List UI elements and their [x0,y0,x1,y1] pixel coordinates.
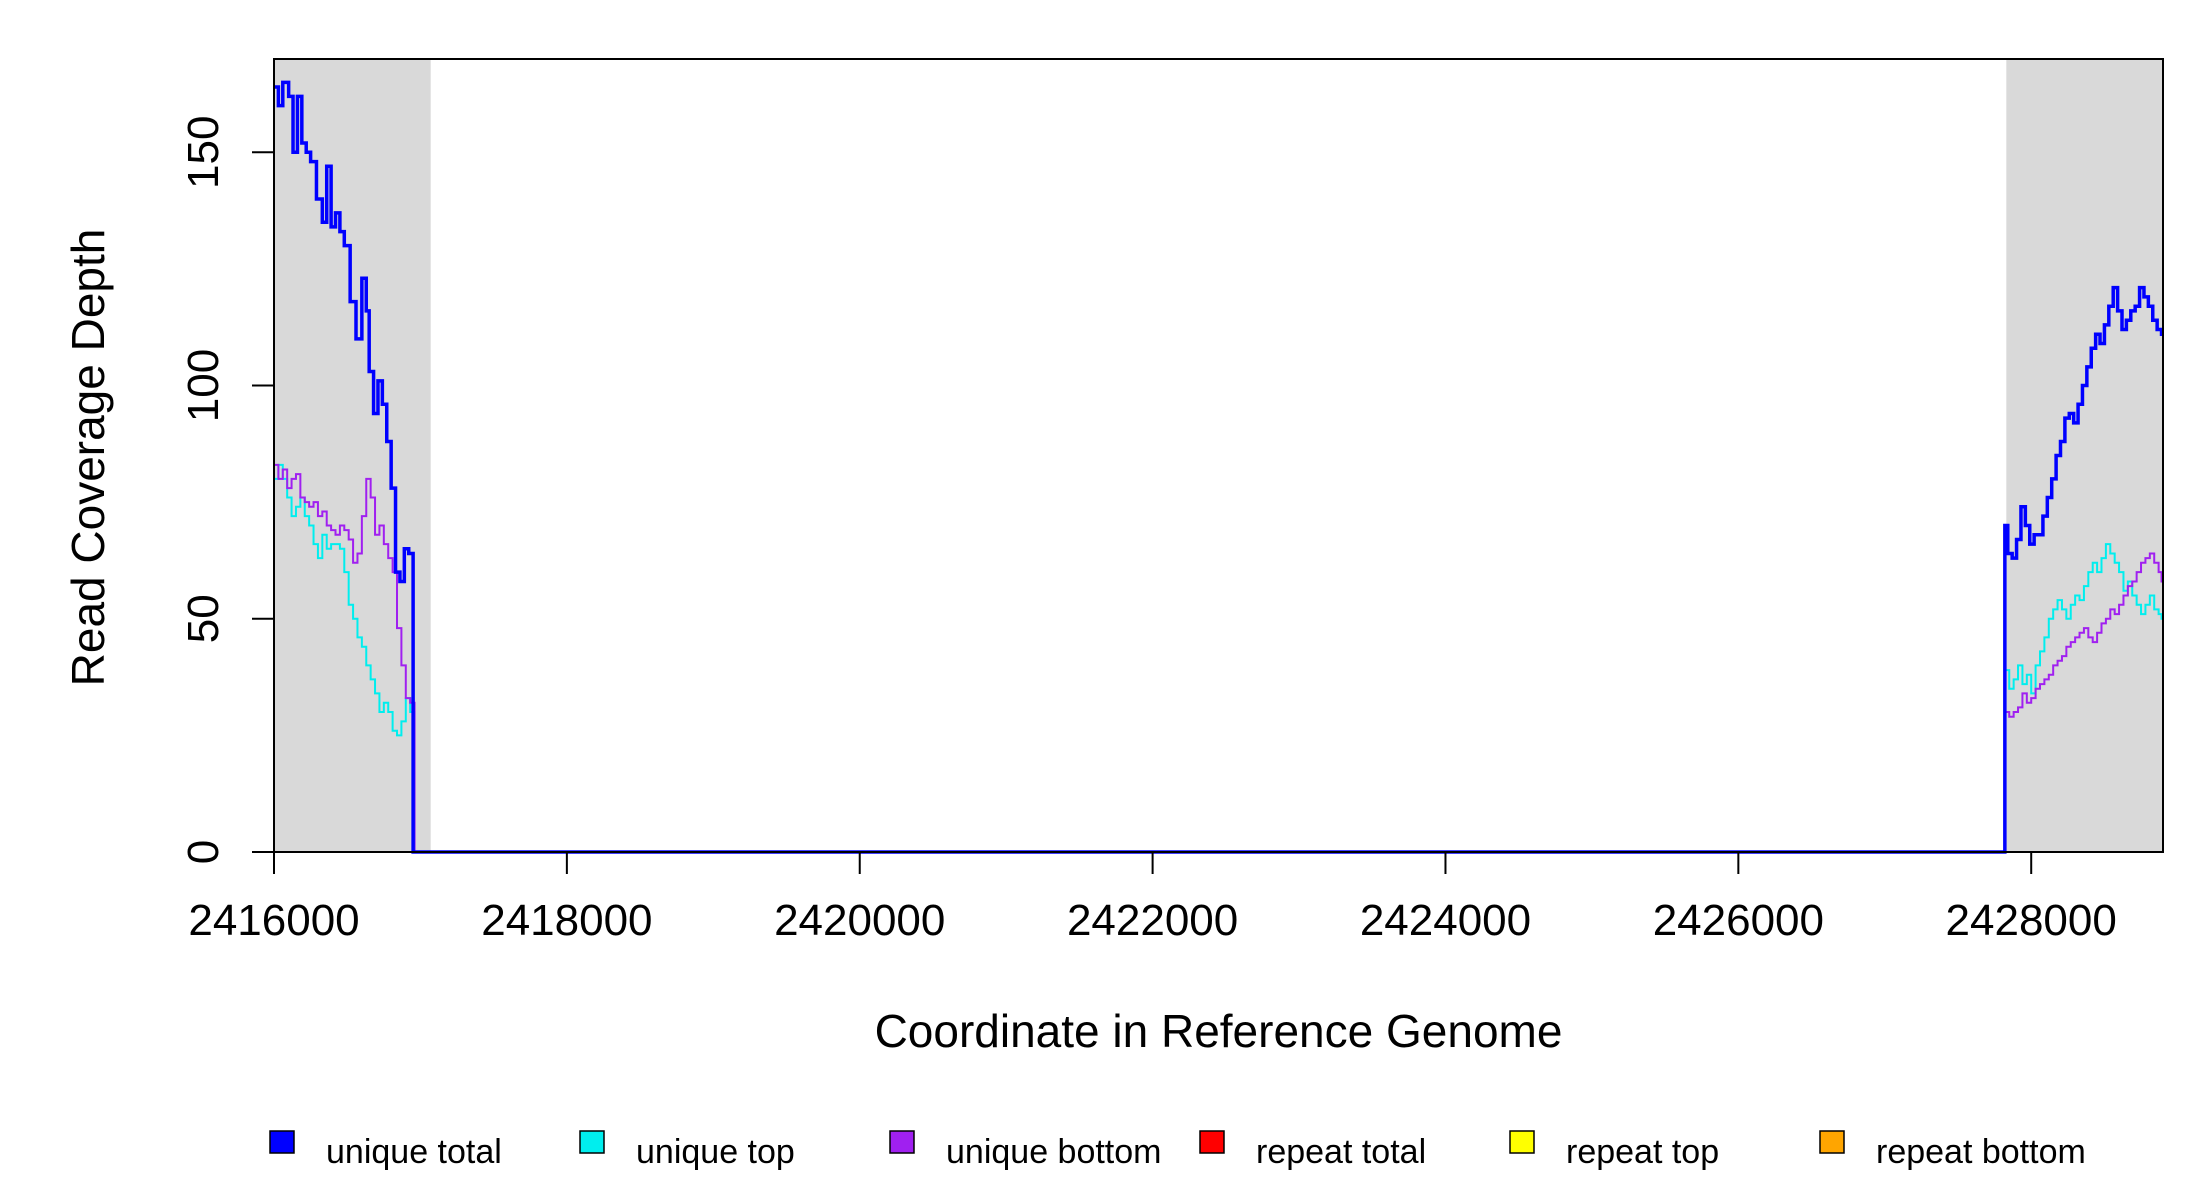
shaded-region [2006,59,2163,852]
y-axis-title: Read Coverage Depth [62,229,114,687]
legend-swatch [889,1130,915,1154]
x-tick-label: 2418000 [481,896,652,945]
x-axis: 2416000 2418000 2420000 2422000 2424000 24260… [188,852,2117,945]
legend-label: unique top [636,1133,795,1171]
legend-item: unique bottom [889,1130,1162,1171]
x-tick-label: 2420000 [774,896,945,945]
legend-swatch [1509,1130,1535,1154]
legend-swatch [1819,1130,1845,1154]
legend-label: repeat bottom [1876,1133,2086,1171]
y-axis: 0 50 100 150 [179,116,274,864]
x-axis-title: Coordinate in Reference Genome [875,1005,1563,1057]
y-tick-label: 50 [179,594,228,643]
legend-label: unique total [326,1133,502,1171]
legend-item: repeat top [1509,1130,1719,1171]
x-tick-label: 2426000 [1653,896,1824,945]
legend-label: repeat total [1256,1133,1426,1171]
legend-label: repeat top [1566,1133,1719,1171]
x-tick-label: 2428000 [1946,896,2117,945]
y-tick-label: 100 [179,349,228,422]
series-line-unique-top [274,463,2163,853]
legend-swatch [579,1130,605,1154]
legend-item: repeat bottom [1819,1130,2086,1171]
legend: unique total unique top unique bottom repea… [269,1130,2086,1171]
legend-swatch [269,1130,295,1154]
plot-frame [273,58,2164,853]
legend-label: unique bottom [946,1133,1162,1171]
x-tick-label: 2424000 [1360,896,1531,945]
y-tick-label: 0 [179,840,228,864]
x-tick-label: 2416000 [188,896,359,945]
shaded-regions [274,59,2163,852]
series-line-unique-bottom [274,463,2163,853]
legend-item: repeat total [1199,1130,1426,1171]
legend-item: unique top [579,1130,795,1171]
x-tick-label: 2422000 [1067,896,1238,945]
y-tick-label: 150 [179,116,228,189]
legend-swatch [1199,1130,1225,1154]
shaded-region [274,59,431,852]
series-line-unique-total [274,80,2164,854]
legend-item: unique total [269,1130,502,1171]
